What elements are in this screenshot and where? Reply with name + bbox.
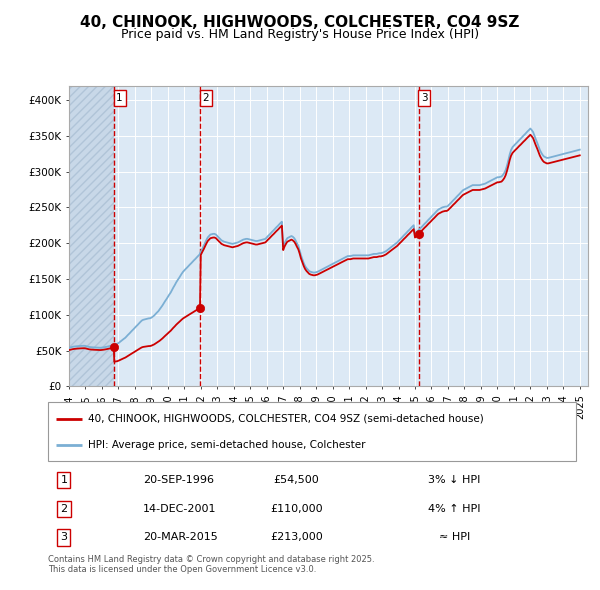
Text: £213,000: £213,000 <box>270 532 323 542</box>
Text: 3: 3 <box>421 93 428 103</box>
Text: 4% ↑ HPI: 4% ↑ HPI <box>428 504 481 514</box>
Text: 3: 3 <box>61 532 67 542</box>
Text: 40, CHINOOK, HIGHWOODS, COLCHESTER, CO4 9SZ (semi-detached house): 40, CHINOOK, HIGHWOODS, COLCHESTER, CO4 … <box>88 414 484 424</box>
Text: £110,000: £110,000 <box>270 504 322 514</box>
Text: Price paid vs. HM Land Registry's House Price Index (HPI): Price paid vs. HM Land Registry's House … <box>121 28 479 41</box>
Bar <box>69 86 114 386</box>
Text: ≈ HPI: ≈ HPI <box>439 532 470 542</box>
Text: Contains HM Land Registry data © Crown copyright and database right 2025.
This d: Contains HM Land Registry data © Crown c… <box>48 555 374 574</box>
Text: 40, CHINOOK, HIGHWOODS, COLCHESTER, CO4 9SZ: 40, CHINOOK, HIGHWOODS, COLCHESTER, CO4 … <box>80 15 520 30</box>
Text: 1: 1 <box>116 93 123 103</box>
FancyBboxPatch shape <box>48 402 576 461</box>
Text: 20-MAR-2015: 20-MAR-2015 <box>143 532 218 542</box>
Text: £54,500: £54,500 <box>273 476 319 486</box>
Text: 2: 2 <box>60 504 67 514</box>
Text: 1: 1 <box>61 476 67 486</box>
Text: 3% ↓ HPI: 3% ↓ HPI <box>428 476 481 486</box>
Text: 14-DEC-2001: 14-DEC-2001 <box>143 504 217 514</box>
Text: 2: 2 <box>202 93 209 103</box>
Text: 20-SEP-1996: 20-SEP-1996 <box>143 476 214 486</box>
Text: HPI: Average price, semi-detached house, Colchester: HPI: Average price, semi-detached house,… <box>88 440 365 450</box>
